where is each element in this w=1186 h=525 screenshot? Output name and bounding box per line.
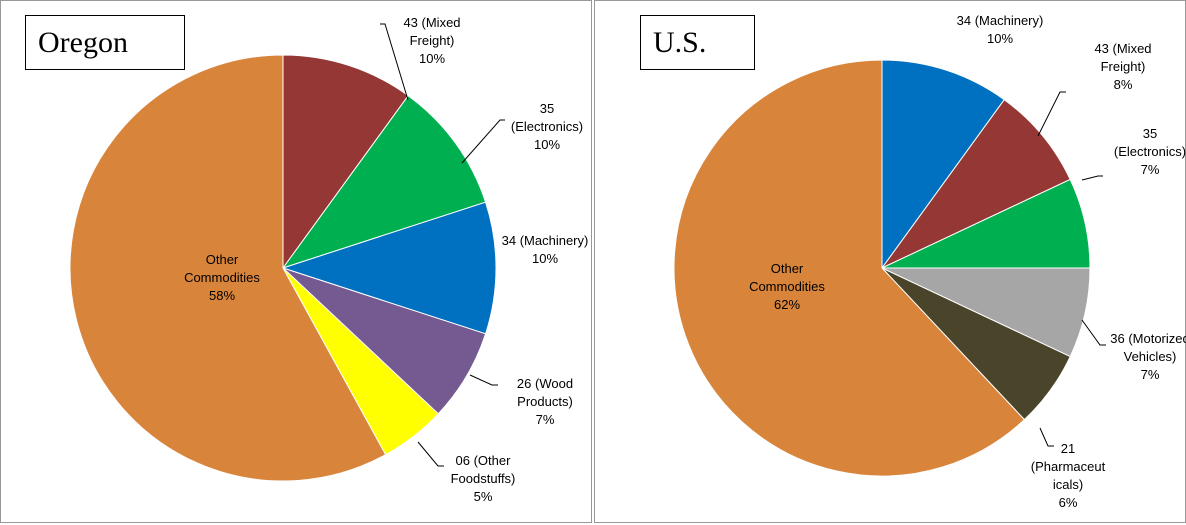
category-label: 43 (Mixed Freight) — [1094, 41, 1152, 74]
slice-label: 43 (Mixed Freight) 8% — [1078, 40, 1168, 94]
chart-title: Oregon — [25, 15, 185, 70]
slice-label: 35 (Electronics) 10% — [502, 100, 592, 154]
value-label: 58% — [208, 288, 236, 303]
leader-line — [417, 441, 444, 467]
leader-line — [1081, 175, 1103, 181]
category-label: 35 (Electronics) — [1113, 126, 1186, 159]
category-label: Other Commodities — [184, 252, 260, 285]
category-label: 35 (Electronics) — [510, 101, 584, 134]
value-label: 5% — [473, 489, 493, 504]
chart-title: U.S. — [640, 15, 755, 70]
pie-slice — [69, 54, 387, 482]
pie-slice — [881, 59, 1005, 270]
category-label: 21 (Pharmaceuticals) — [1030, 441, 1106, 492]
slice-label: 21 (Pharmaceuticals) 6% — [1031, 440, 1106, 512]
leader-line — [1081, 319, 1106, 346]
slice-label: 26 (Wood Products) 7% — [500, 375, 590, 429]
category-label: 34 (Machinery) — [501, 233, 589, 248]
leader-line — [1039, 427, 1054, 447]
value-label: 7% — [535, 412, 555, 427]
slice-label: 35 (Electronics) 7% — [1110, 125, 1186, 179]
value-label: 6% — [1058, 495, 1078, 510]
pie-slice — [281, 201, 497, 335]
value-label: 8% — [1113, 77, 1133, 92]
value-label: 10% — [986, 31, 1014, 46]
slice-label: Other Commodities 58% — [167, 251, 277, 305]
slice-label: 43 (Mixed Freight) 10% — [387, 14, 477, 68]
slice-label: Other Commodities 62% — [732, 260, 842, 314]
pie-slice — [281, 94, 487, 269]
category-label: 36 (Motorized Vehicles) — [1110, 331, 1186, 364]
value-label: 10% — [533, 137, 561, 152]
category-label: 26 (Wood Products) — [516, 376, 574, 409]
slice-label: 36 (Motorized Vehicles) 7% — [1110, 330, 1186, 384]
slice-label: 34 (Machinery) 10% — [955, 12, 1045, 48]
slice-label: 34 (Machinery) 10% — [500, 232, 590, 268]
pie-slice — [673, 59, 1026, 477]
value-label: 7% — [1140, 162, 1160, 177]
panel — [0, 0, 592, 523]
category-label: 06 (Other Foodstuffs) — [450, 453, 516, 486]
leader-line — [380, 23, 409, 101]
pie-slice — [881, 99, 1071, 269]
category-label: 34 (Machinery) — [956, 13, 1044, 28]
pie-slice — [282, 54, 409, 270]
leader-line — [1037, 91, 1066, 137]
value-label: 10% — [531, 251, 559, 266]
category-label: Other Commodities — [749, 261, 825, 294]
value-label: 62% — [773, 297, 801, 312]
value-label: 7% — [1140, 367, 1160, 382]
value-label: 10% — [418, 51, 446, 66]
leader-line — [469, 374, 498, 386]
leader-line — [461, 119, 505, 164]
slice-label: 06 (Other Foodstuffs) 5% — [433, 452, 533, 506]
category-label: 43 (Mixed Freight) — [403, 15, 461, 48]
